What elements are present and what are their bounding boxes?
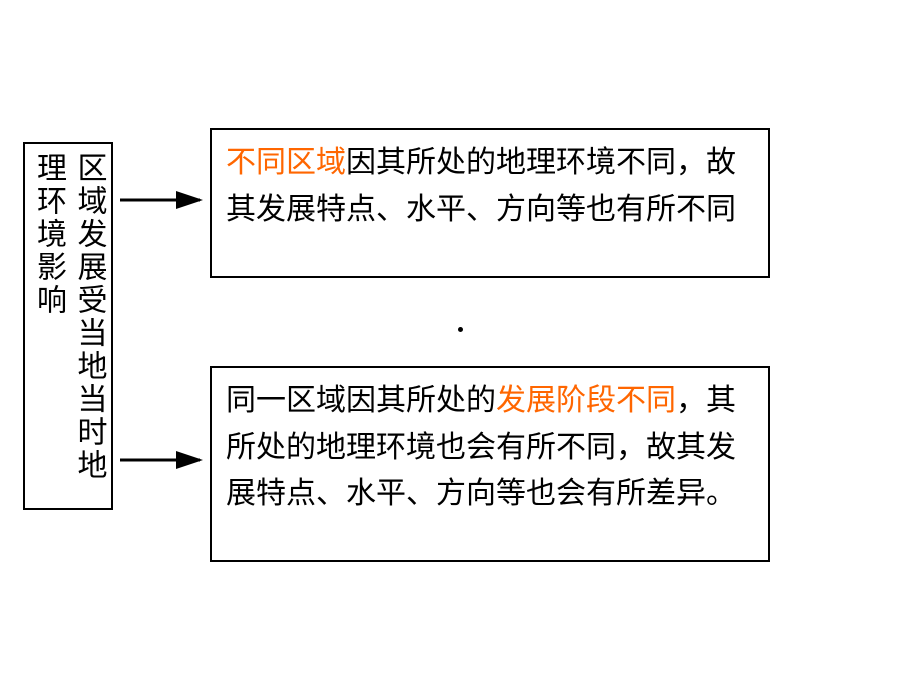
- arrow-top-icon: [118, 185, 218, 215]
- source-box: 区域发展受当地当时地理环境影响: [23, 142, 113, 510]
- arrow-bottom-icon: [118, 445, 218, 475]
- source-text: 区域发展受当地当时地理环境影响: [28, 152, 109, 500]
- branch-bottom-pre: 同一区域因其所处的: [226, 384, 496, 417]
- branch-top-box: 不同区域因其所处的地理环境不同，故其发展特点、水平、方向等也有所不同: [210, 128, 770, 278]
- center-dot-icon: [458, 327, 463, 332]
- branch-top-highlight: 不同区域: [226, 146, 346, 179]
- branch-bottom-box: 同一区域因其所处的发展阶段不同，其所处的地理环境也会有所不同，故其发展特点、水平…: [210, 366, 770, 562]
- branch-bottom-highlight: 发展阶段不同: [496, 384, 676, 417]
